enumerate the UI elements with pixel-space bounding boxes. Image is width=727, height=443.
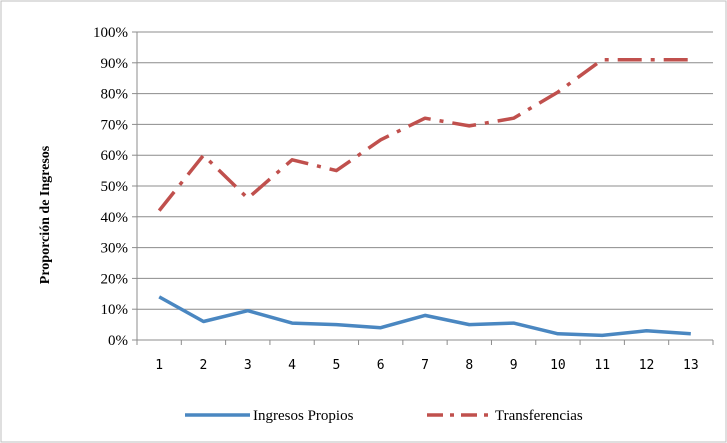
y-tick-label: 30% <box>101 241 129 257</box>
series <box>157 57 691 338</box>
y-tick-label: 100% <box>93 25 128 41</box>
gridlines <box>137 31 713 310</box>
x-tick-label: 11 <box>594 358 610 373</box>
y-tick-label: 70% <box>101 117 129 133</box>
y-tick-labels: 0% 10% 20% 30% 40% 50% 60% 70% 80% 90% 100% <box>93 25 128 349</box>
x-tick-label: 6 <box>377 358 385 373</box>
x-tick-label: 5 <box>332 358 340 373</box>
x-tick-label: 12 <box>639 358 655 373</box>
x-tick-label: 1 <box>155 358 163 373</box>
series-line-2 <box>157 57 691 212</box>
y-tick-label: 40% <box>101 210 129 226</box>
legend: Ingresos Propios Transferencias <box>185 408 583 424</box>
x-tick-label: 13 <box>683 358 699 373</box>
y-tick-label: 60% <box>101 148 129 164</box>
y-tick-label: 90% <box>101 56 129 72</box>
y-axis-label: Proporción de Ingresos <box>38 145 53 284</box>
legend-label: Transferencias <box>495 408 583 424</box>
y-tick-label: 50% <box>101 179 129 195</box>
legend-label: Ingresos Propios <box>253 408 354 424</box>
series-line-1 <box>158 295 691 338</box>
y-tick-label: 80% <box>101 87 129 103</box>
x-tick-label: 2 <box>200 358 208 373</box>
x-tick-label: 3 <box>244 358 252 373</box>
x-tick-label: 7 <box>421 358 429 373</box>
x-tick-label: 9 <box>510 358 518 373</box>
y-tick-label: 20% <box>101 271 129 287</box>
x-tick-label: 10 <box>550 358 566 373</box>
x-tick-labels: 1 2 3 4 5 6 7 8 9 10 11 12 13 <box>155 358 698 373</box>
axes <box>132 31 714 345</box>
y-tick-label: 0% <box>108 333 128 349</box>
x-tick-label: 4 <box>288 358 296 373</box>
x-tick-label: 8 <box>465 358 473 373</box>
y-tick-label: 10% <box>101 302 129 318</box>
